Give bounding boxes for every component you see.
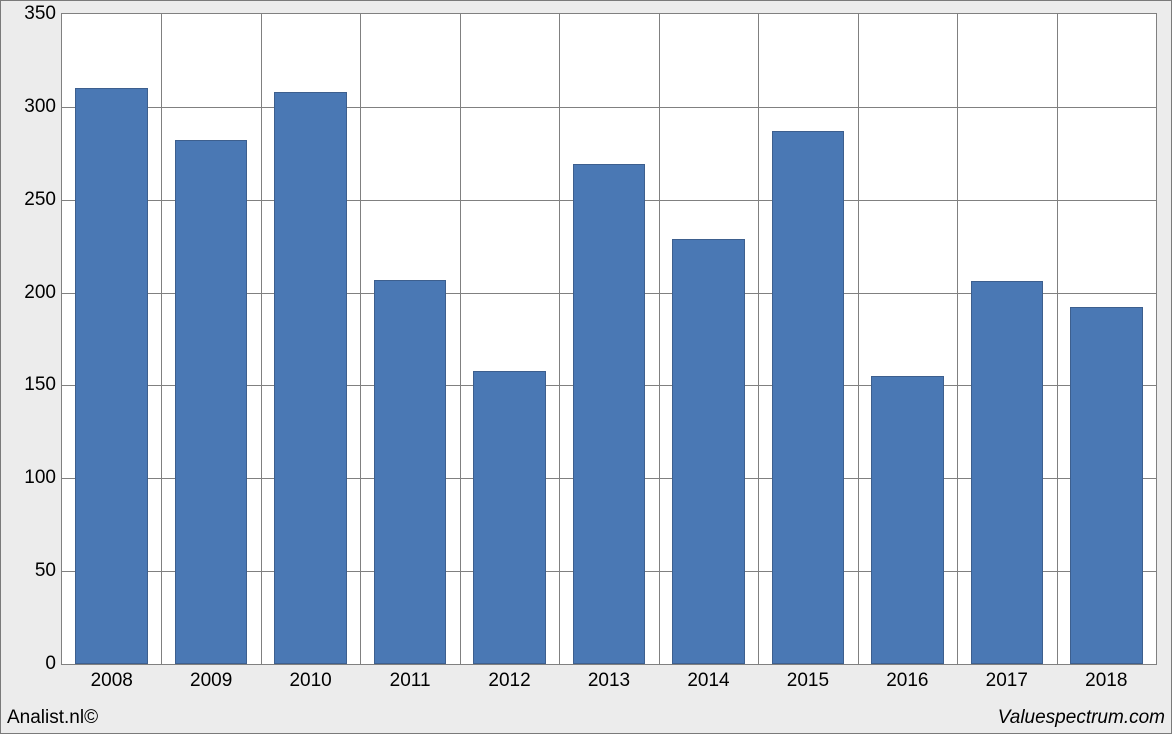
x-tick-label: 2016 bbox=[886, 670, 928, 692]
bar bbox=[274, 92, 347, 664]
bar bbox=[573, 164, 646, 664]
gridline-v bbox=[758, 14, 759, 664]
y-tick-label: 0 bbox=[12, 653, 56, 675]
plot-wrap: 0501001502002503003502008200920102011201… bbox=[9, 9, 1163, 699]
y-tick-label: 350 bbox=[12, 3, 56, 25]
gridline-v bbox=[360, 14, 361, 664]
gridline-v bbox=[261, 14, 262, 664]
footer-right-text: Valuespectrum.com bbox=[998, 707, 1165, 729]
footer: Analist.nl© Valuespectrum.com bbox=[1, 705, 1171, 733]
x-tick-label: 2015 bbox=[787, 670, 829, 692]
gridline-v bbox=[1057, 14, 1058, 664]
y-tick-label: 100 bbox=[12, 467, 56, 489]
x-tick-label: 2009 bbox=[190, 670, 232, 692]
gridline-v bbox=[161, 14, 162, 664]
gridline-h bbox=[62, 107, 1156, 108]
y-tick-label: 200 bbox=[12, 282, 56, 304]
gridline-v bbox=[957, 14, 958, 664]
x-tick-label: 2008 bbox=[91, 670, 133, 692]
bar bbox=[1070, 307, 1143, 664]
x-tick-label: 2017 bbox=[986, 670, 1028, 692]
x-tick-label: 2018 bbox=[1085, 670, 1127, 692]
bar bbox=[75, 88, 148, 664]
x-tick-label: 2012 bbox=[488, 670, 530, 692]
footer-left-text: Analist.nl© bbox=[7, 707, 98, 729]
bar bbox=[971, 281, 1044, 664]
bar bbox=[374, 280, 447, 664]
bar bbox=[473, 371, 546, 664]
y-tick-label: 250 bbox=[12, 189, 56, 211]
y-tick-label: 300 bbox=[12, 96, 56, 118]
x-tick-label: 2010 bbox=[289, 670, 331, 692]
y-tick-label: 50 bbox=[12, 560, 56, 582]
x-tick-label: 2013 bbox=[588, 670, 630, 692]
bar bbox=[672, 239, 745, 664]
gridline-v bbox=[659, 14, 660, 664]
bar bbox=[772, 131, 845, 664]
gridline-v bbox=[559, 14, 560, 664]
bar bbox=[871, 376, 944, 664]
gridline-v bbox=[460, 14, 461, 664]
y-tick-label: 150 bbox=[12, 374, 56, 396]
plot-area: 0501001502002503003502008200920102011201… bbox=[61, 13, 1157, 665]
chart-container: 0 50 100 150 200 250 300 350 2008 2009 2010 2011 201… bbox=[0, 0, 1172, 734]
bar bbox=[175, 140, 248, 664]
x-tick-label: 2014 bbox=[687, 670, 729, 692]
gridline-v bbox=[858, 14, 859, 664]
x-tick-label: 2011 bbox=[390, 670, 431, 692]
